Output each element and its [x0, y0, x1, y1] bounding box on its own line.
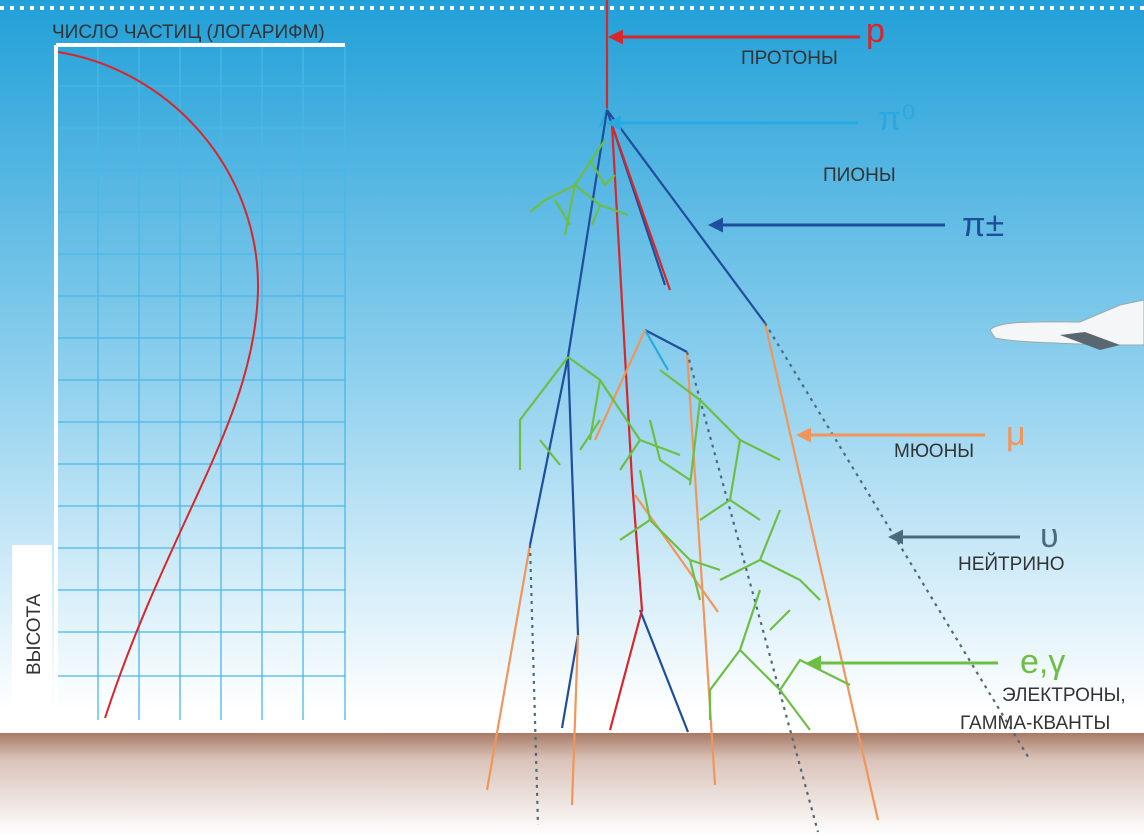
- symbol: μ: [1006, 415, 1026, 453]
- symbol: p: [866, 12, 885, 50]
- airplane: [989, 299, 1144, 346]
- curve: [57, 51, 260, 719]
- particle-name: НЕЙТРИНО: [958, 553, 1065, 575]
- particle-name: ГАММА-КВАНТЫ: [960, 713, 1110, 734]
- particle-name: ПИОНЫ: [823, 165, 896, 186]
- symbol: υ: [1040, 517, 1059, 555]
- shower-part: [485, 322, 880, 821]
- particle-name: ПРОТОНЫ: [741, 48, 838, 69]
- arrows: [606, 29, 1020, 671]
- particle-name: МЮОНЫ: [894, 441, 974, 462]
- shower-part: [608, 124, 672, 731]
- symbol: π±: [962, 206, 1004, 244]
- shower-part: [644, 329, 669, 371]
- shower-part: [528, 322, 1031, 833]
- particle-name: ЭЛЕКТРОНЫ,: [1002, 685, 1126, 706]
- grid-part: [97, 45, 346, 720]
- grid: [54, 43, 346, 720]
- symbol: π⁰: [878, 100, 915, 138]
- shower-part: [518, 139, 851, 731]
- y-label-box: [12, 545, 52, 725]
- grid-part: [54, 43, 345, 720]
- airplane-wing: [1060, 332, 1120, 350]
- y-label: ВЫСОТА: [24, 593, 45, 675]
- symbol: e,γ: [1020, 643, 1065, 681]
- shower: [485, 0, 1031, 833]
- x-label: ЧИСЛО ЧАСТИЦ (ЛОГАРИФМ): [52, 22, 325, 43]
- grid-part: [58, 85, 345, 677]
